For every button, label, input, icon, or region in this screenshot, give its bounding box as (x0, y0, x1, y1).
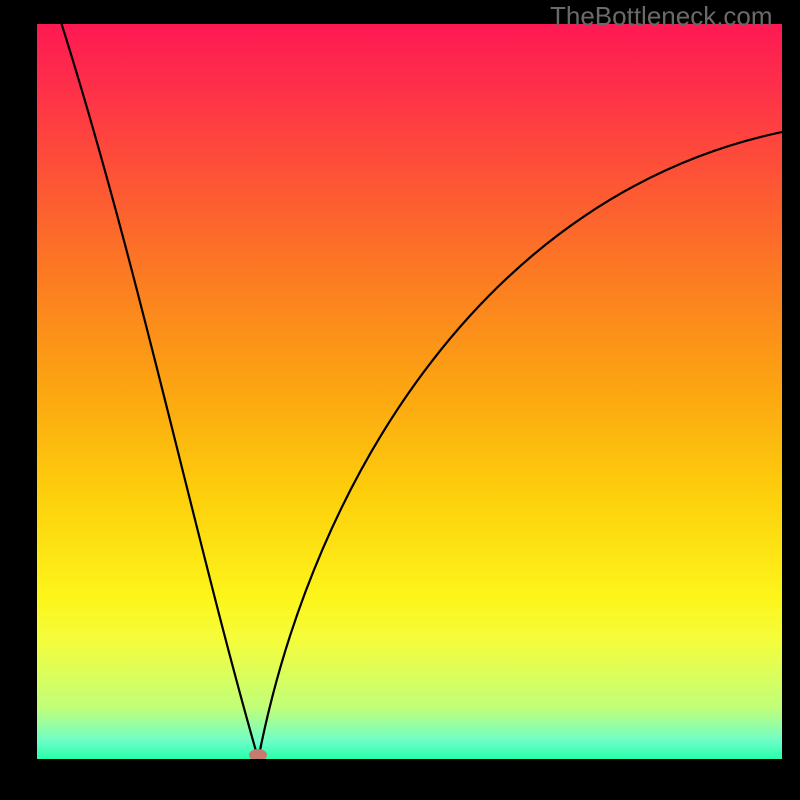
curve-path (62, 24, 782, 759)
plot-area (37, 24, 782, 759)
watermark-text: TheBottleneck.com (550, 1, 773, 32)
bottleneck-curve (37, 24, 782, 759)
optimal-point-marker (249, 749, 267, 759)
chart-stage: TheBottleneck.com (0, 0, 800, 800)
